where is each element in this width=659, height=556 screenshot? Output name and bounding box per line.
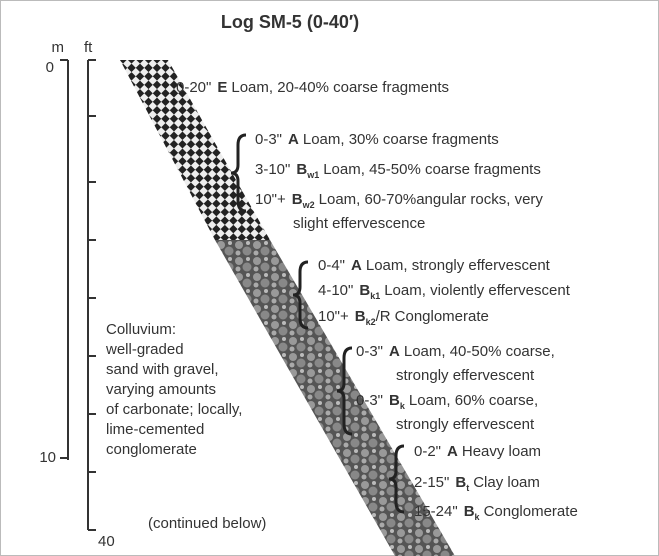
description: Loam, 60-70%angular rocks, very	[319, 191, 544, 208]
horizon-sub: w2	[302, 200, 315, 210]
title: Log SM-5 (0-40′)	[221, 12, 359, 32]
brackets	[230, 133, 405, 514]
depth: 15-24"	[414, 503, 458, 520]
description: Clay loam	[473, 474, 540, 491]
horizon: B	[464, 503, 475, 520]
description-cont: strongly effervescent	[396, 416, 535, 433]
horizon: A	[288, 131, 299, 148]
horizon: A	[389, 343, 400, 360]
horizon-entry: 0-20" E Loam, 20-40% coarse fragments	[176, 79, 449, 96]
horizon-entry: 10"+ Bw2 Loam, 60-70%angular rocks, very	[255, 191, 543, 210]
description: Loam, strongly effervescent	[366, 257, 551, 274]
description: Loam, 45-50% coarse fragments	[323, 161, 541, 178]
horizon-sub: w1	[306, 170, 319, 180]
horizon: B	[359, 282, 370, 299]
scale	[60, 59, 96, 531]
horizon: B	[455, 474, 466, 491]
horizon-entry: 0-3" A Loam, 30% coarse fragments	[255, 131, 499, 148]
colluvium-line: varying amounts	[106, 381, 216, 398]
description: Loam, violently effervescent	[384, 282, 570, 299]
horizon-entry: 0-3" Bk Loam, 60% coarse,	[356, 392, 538, 411]
depth: 0-3"	[356, 343, 383, 360]
horizon: B	[296, 161, 307, 178]
horizon: A	[351, 257, 362, 274]
horizon-sub: k	[400, 401, 406, 411]
description-cont: slight effervescence	[293, 215, 425, 232]
horizon-sub: t	[466, 483, 469, 493]
depth: 0-4"	[318, 257, 345, 274]
depth: 0-2"	[414, 443, 441, 460]
horizon-sub: k2	[366, 317, 376, 327]
colluvium-line: lime-cemented	[106, 421, 204, 438]
depth: 2-15"	[414, 474, 449, 491]
description: Loam, 20-40% coarse fragments	[231, 79, 449, 96]
horizon-entry: 0-3" A Loam, 40-50% coarse,	[356, 343, 555, 360]
horizon-entry: 4-10" Bk1 Loam, violently effervescent	[318, 282, 571, 301]
horizon-entry: 0-4" A Loam, strongly effervescent	[318, 257, 551, 274]
horizon-sub: k	[475, 512, 481, 522]
horizon: B	[355, 308, 366, 325]
m-tick-label: 10	[39, 449, 56, 466]
horizon-entry: 15-24" Bk Conglomerate	[414, 503, 578, 522]
depth: 10"+	[255, 191, 286, 208]
top-label: 0	[46, 59, 54, 76]
horizon-entry: 2-15" Bt Clay loam	[414, 474, 540, 493]
colluvium-line: Colluvium:	[106, 321, 176, 338]
description: Loam, 30% coarse fragments	[303, 131, 499, 148]
depth: 3-10"	[255, 161, 290, 178]
horizon: A	[447, 443, 458, 460]
colluvium-line: sand with gravel,	[106, 361, 219, 378]
description: Loam, 40-50% coarse,	[404, 343, 555, 360]
description: Conglomerate	[395, 308, 489, 325]
horizon: E	[217, 79, 227, 96]
description-cont: strongly effervescent	[396, 367, 535, 384]
description: Heavy loam	[462, 443, 541, 460]
colluvium-line: conglomerate	[106, 441, 197, 458]
depth: 0-3"	[356, 392, 383, 409]
description: Conglomerate	[484, 503, 578, 520]
colluvium-line: well-graded	[105, 341, 184, 358]
horizon-entry: 3-10" Bw1 Loam, 45-50% coarse fragments	[255, 161, 541, 180]
horizon-entry: 10"+ Bk2/R Conglomerate	[318, 308, 489, 327]
depth: 0-3"	[255, 131, 282, 148]
horizon-suffix: /R	[376, 308, 391, 325]
ft-label: ft	[84, 39, 93, 56]
horizon: B	[389, 392, 400, 409]
continued-note: (continued below)	[148, 515, 266, 532]
depth: 0-20"	[176, 79, 211, 96]
description: Loam, 60% coarse,	[409, 392, 538, 409]
depth: 10"+	[318, 308, 349, 325]
m-label: m	[52, 39, 65, 56]
horizon: B	[292, 191, 303, 208]
ft-tick-label: 40	[98, 533, 115, 550]
depth: 4-10"	[318, 282, 353, 299]
horizon-sub: k1	[370, 291, 380, 301]
colluvium-line: of carbonate; locally,	[106, 401, 242, 418]
e-horizon-band	[120, 60, 270, 240]
horizon-entry: 0-2" A Heavy loam	[414, 443, 541, 460]
